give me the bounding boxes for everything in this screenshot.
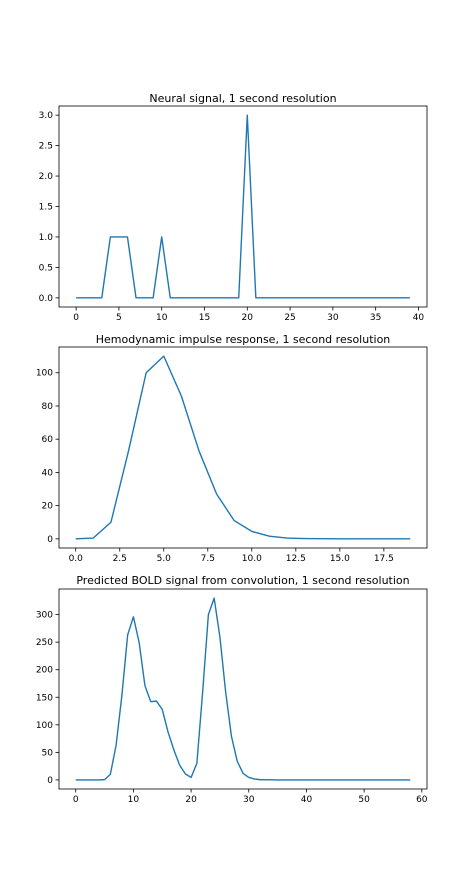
y-tick-label: 250 xyxy=(36,638,53,648)
y-tick-label: 60 xyxy=(42,435,54,445)
y-tick-label: 0 xyxy=(47,776,53,786)
x-tick-label: 5 xyxy=(116,313,122,320)
x-tick-label: 10.0 xyxy=(242,554,262,564)
y-tick-label: 1.0 xyxy=(39,233,54,243)
y-tick-label: 300 xyxy=(36,611,53,621)
y-tick-label: 2.5 xyxy=(39,142,53,152)
y-tick-label: 200 xyxy=(36,666,53,676)
chart-neural-signal: Neural signal, 1 second resolution 0 5 10 1… xyxy=(0,0,474,320)
x-tick-label: 10 xyxy=(156,313,168,320)
x-tick-label: 0 xyxy=(73,795,79,805)
y-tick-label: 0 xyxy=(47,535,53,545)
x-tick-label: 12.5 xyxy=(286,554,306,564)
y-tick-label: 150 xyxy=(36,693,53,703)
series-line xyxy=(75,355,411,540)
x-tick-label: 2.5 xyxy=(113,554,127,564)
x-tick-label: 40 xyxy=(301,795,313,805)
y-tick-label: 3.0 xyxy=(39,111,54,121)
y-tick-label: 0.5 xyxy=(39,263,53,273)
series-line xyxy=(75,597,411,781)
chart-predicted-bold: Predicted BOLD signal from convolution, … xyxy=(36,574,428,805)
y-tick-label: 2.0 xyxy=(39,172,54,182)
chart-title: Predicted BOLD signal from convolution, … xyxy=(76,574,410,587)
x-tick-label: 5.0 xyxy=(157,554,172,564)
x-tick-label: 0.0 xyxy=(69,554,84,564)
series-line xyxy=(76,114,410,299)
x-tick-label: 0 xyxy=(73,313,79,320)
x-tick-label: 30 xyxy=(243,795,255,805)
x-tick-label: 15 xyxy=(199,313,210,320)
y-tick-label: 50 xyxy=(42,748,54,758)
x-tick-label: 7.5 xyxy=(201,554,215,564)
x-tick-label: 20 xyxy=(185,795,197,805)
chart-title: Neural signal, 1 second resolution xyxy=(149,92,337,105)
x-tick-label: 40 xyxy=(413,313,425,320)
chart-hemodynamic-response: Hemodynamic impulse response, 1 second r… xyxy=(36,333,428,564)
x-tick-label: 15.0 xyxy=(330,554,350,564)
y-tick-label: 40 xyxy=(42,468,54,478)
y-tick-label: 100 xyxy=(36,721,53,731)
x-tick-label: 25 xyxy=(284,313,295,320)
x-tick-label: 10 xyxy=(128,795,140,805)
x-tick-label: 50 xyxy=(358,795,370,805)
hemodynamic-response-plot: 0.0 2.5 5.0 7.5 10.0 12.5 15.0 17.5 0 20 40 60 80 100 xyxy=(36,346,428,564)
x-tick-label: 20 xyxy=(242,313,254,320)
chart-title: Hemodynamic impulse response, 1 second r… xyxy=(95,333,391,346)
y-tick-label: 20 xyxy=(42,502,54,512)
y-tick-label: 100 xyxy=(36,369,53,379)
y-tick-label: 1.5 xyxy=(39,203,53,213)
x-tick-label: 35 xyxy=(370,313,381,320)
x-tick-label: 60 xyxy=(416,795,428,805)
x-tick-label: 30 xyxy=(327,313,339,320)
neural-signal-plot: 0 5 10 15 20 25 30 35 40 0.0 0.5 1.0 1.5 2.0 2.5 3.0 xyxy=(39,105,428,320)
x-tick-label: 17.5 xyxy=(374,554,394,564)
axes-frame xyxy=(58,346,428,549)
predicted-bold-plot: 0 10 20 30 40 50 60 0 50 100 150 200 250 300 xyxy=(36,588,428,805)
y-tick-label: 0.0 xyxy=(39,294,54,304)
axes-frame xyxy=(58,588,428,790)
y-tick-label: 80 xyxy=(42,402,54,412)
